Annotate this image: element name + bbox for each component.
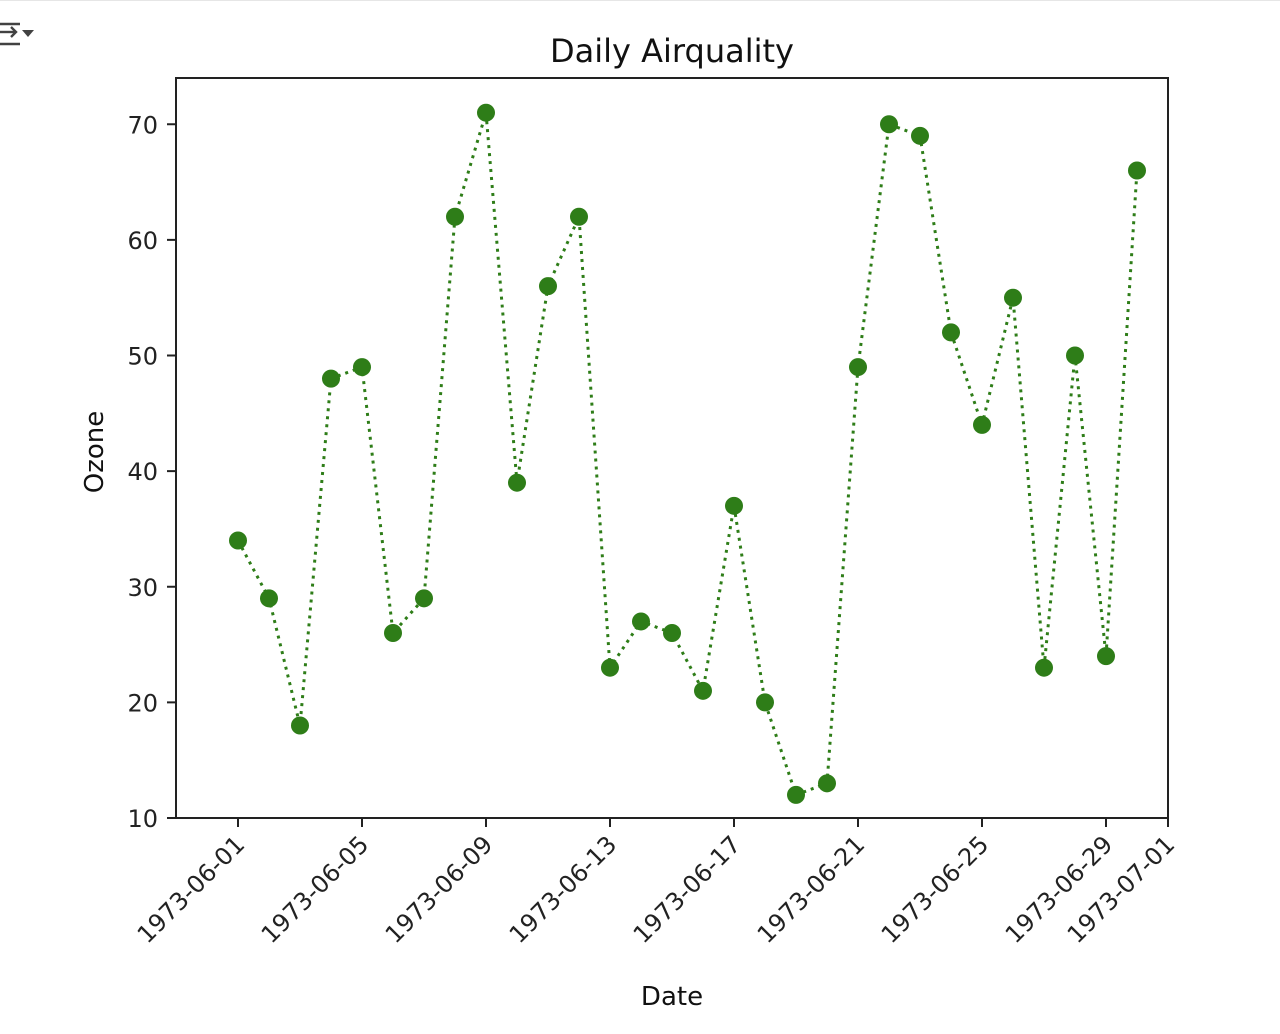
data-point xyxy=(942,323,960,342)
data-point xyxy=(694,681,712,700)
data-point xyxy=(1128,161,1146,180)
y-tick-label: 70 xyxy=(127,111,158,139)
collapse-output-icon xyxy=(0,22,34,46)
data-point xyxy=(384,624,402,642)
data-point xyxy=(508,473,526,492)
data-point xyxy=(353,358,371,377)
x-axis: 1973-06-01 1973-06-05 1973-06-09 1973-06-13… xyxy=(132,818,1180,949)
y-tick-label: 30 xyxy=(127,574,158,602)
y-axis: 10 20 30 40 50 60 70 xyxy=(127,111,176,833)
x-tick-label: 1973-06-17 xyxy=(628,830,746,948)
data-point xyxy=(632,612,650,631)
y-tick-label: 50 xyxy=(127,343,158,371)
y-tick-label: 10 xyxy=(127,805,158,833)
data-point xyxy=(725,496,743,515)
data-point xyxy=(911,126,929,145)
data-point xyxy=(291,716,309,735)
data-point xyxy=(1066,346,1084,365)
y-tick-label: 60 xyxy=(127,227,158,255)
cell-divider xyxy=(0,0,1280,1)
data-point xyxy=(787,785,805,804)
y-axis-label: Ozone xyxy=(80,411,110,494)
output-toggle-button[interactable] xyxy=(0,18,40,54)
data-point xyxy=(663,624,681,642)
data-point xyxy=(880,115,898,134)
plot-frame xyxy=(175,77,1169,819)
data-point xyxy=(849,358,867,377)
y-tick-label: 20 xyxy=(127,689,158,717)
data-point xyxy=(539,277,557,296)
x-tick-label: 1973-06-13 xyxy=(504,830,622,948)
data-point xyxy=(1097,647,1115,666)
x-tick-label: 1973-06-25 xyxy=(876,830,994,948)
data-point xyxy=(322,369,340,388)
data-point xyxy=(818,774,836,793)
data-point xyxy=(1004,288,1022,307)
x-tick-label: 1973-06-21 xyxy=(752,830,870,948)
plot-area xyxy=(175,77,1169,819)
data-point xyxy=(601,658,619,677)
data-point xyxy=(1035,658,1053,677)
x-tick-label: 1973-06-09 xyxy=(380,830,498,948)
data-point xyxy=(973,415,991,434)
x-tick-label: 1973-06-05 xyxy=(256,830,374,948)
data-point xyxy=(415,589,433,608)
data-point xyxy=(756,693,774,712)
series-line xyxy=(236,112,1139,797)
data-point xyxy=(229,531,247,550)
data-point xyxy=(260,589,278,608)
chart-title: Daily Airquality xyxy=(550,32,794,70)
x-tick-label: 1973-06-01 xyxy=(132,830,250,948)
x-axis-label: Date xyxy=(641,982,703,1012)
data-point xyxy=(446,207,464,226)
data-point xyxy=(570,207,588,226)
data-point xyxy=(477,103,495,122)
y-tick-label: 40 xyxy=(127,458,158,486)
